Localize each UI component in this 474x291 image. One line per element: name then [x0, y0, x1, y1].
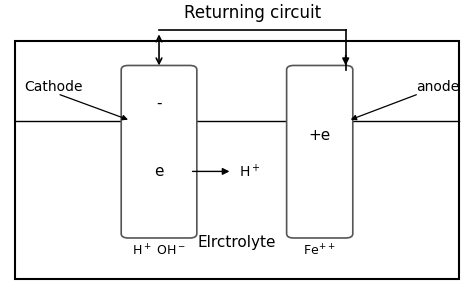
Text: Fe$^{++}$: Fe$^{++}$ [303, 243, 336, 258]
Text: +e: +e [309, 128, 331, 143]
FancyBboxPatch shape [15, 41, 459, 279]
FancyBboxPatch shape [121, 65, 197, 238]
Text: H$^+$ OH$^-$: H$^+$ OH$^-$ [132, 243, 186, 258]
Text: Elrctrolyte: Elrctrolyte [198, 235, 276, 250]
Text: Returning circuit: Returning circuit [184, 3, 321, 22]
Text: e: e [154, 164, 164, 179]
Text: Cathode: Cathode [24, 80, 83, 94]
Text: -: - [156, 96, 162, 111]
Text: anode: anode [417, 80, 460, 94]
Text: H$^+$: H$^+$ [239, 163, 261, 180]
FancyBboxPatch shape [287, 65, 353, 238]
